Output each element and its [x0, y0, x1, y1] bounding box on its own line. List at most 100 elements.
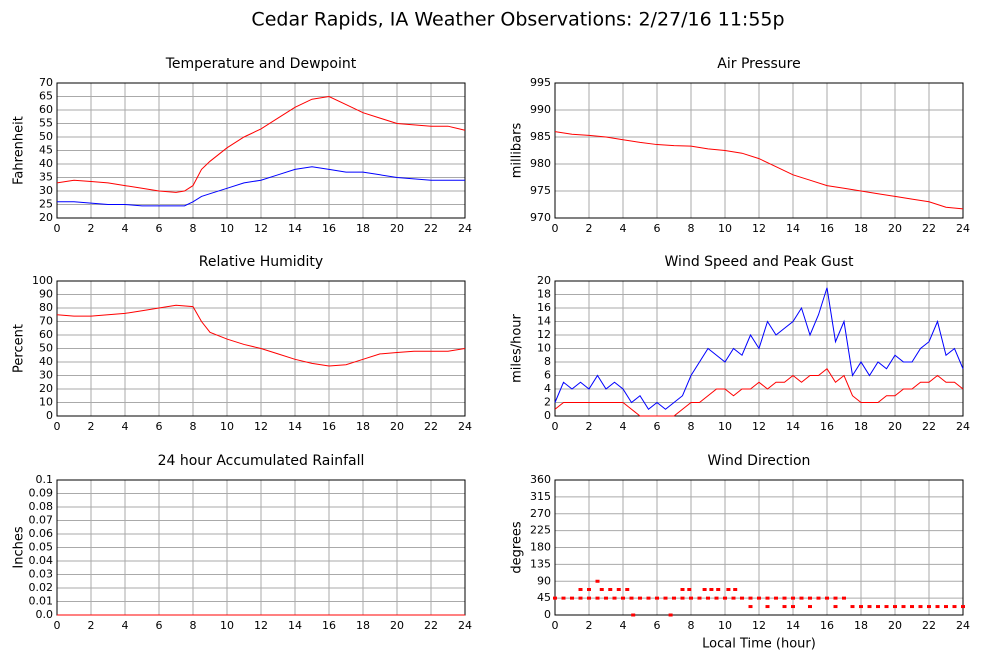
data-point	[935, 605, 940, 609]
data-point	[655, 596, 659, 600]
data-point	[646, 596, 651, 600]
y-tick-label: 45	[537, 591, 551, 604]
data-point	[782, 605, 787, 609]
x-tick-label: 10	[718, 619, 732, 632]
x-tick-label: 22	[424, 222, 438, 235]
x-tick-label: 20	[888, 420, 902, 433]
x-tick-label: 14	[786, 420, 800, 433]
data-point	[748, 596, 753, 600]
x-tick-label: 12	[752, 222, 766, 235]
data-line	[56, 304, 466, 367]
x-tick-label: 8	[688, 222, 695, 235]
data-point	[791, 605, 795, 609]
x-tick-label: 0	[552, 619, 559, 632]
y-tick-label: 50	[39, 342, 53, 355]
x-tick-label: 20	[888, 222, 902, 235]
data-point	[757, 596, 761, 600]
x-tick-label: 0	[54, 619, 61, 632]
x-tick-label: 24	[956, 222, 970, 235]
data-point	[726, 588, 731, 591]
y-tick-label: 0.06	[29, 527, 54, 540]
panel-title: Temperature and Dewpoint	[165, 56, 357, 72]
y-axis-label: Inches	[12, 526, 27, 568]
y-tick-label: 980	[530, 157, 551, 170]
data-point	[616, 588, 621, 591]
data-point	[833, 605, 838, 609]
data-point	[709, 588, 714, 591]
y-tick-label: 995	[530, 76, 551, 89]
y-tick-label: 55	[39, 117, 53, 130]
panel-title: Relative Humidity	[199, 254, 323, 270]
y-tick-label: 20	[39, 211, 53, 224]
x-tick-label: 2	[586, 420, 593, 433]
y-axis-label: Percent	[12, 324, 27, 373]
data-point	[918, 605, 923, 609]
data-point	[774, 596, 778, 600]
data-line	[56, 95, 466, 193]
data-point	[612, 596, 617, 600]
x-tick-label: 22	[424, 420, 438, 433]
x-tick-label: 16	[820, 222, 834, 235]
y-tick-label: 0.1	[36, 473, 54, 486]
x-tick-label: 18	[854, 222, 868, 235]
y-tick-label: 315	[530, 490, 551, 503]
y-tick-label: 12	[537, 328, 551, 341]
data-point	[561, 596, 566, 600]
x-tick-label: 24	[458, 222, 472, 235]
y-tick-label: 10	[537, 342, 551, 355]
y-tick-label: 970	[530, 211, 551, 224]
x-tick-label: 18	[854, 420, 868, 433]
page-title: Cedar Rapids, IA Weather Observations: 2…	[251, 9, 784, 31]
y-tick-label: 0.0	[36, 608, 54, 621]
y-tick-label: 0.02	[29, 581, 54, 594]
x-tick-label: 22	[424, 619, 438, 632]
data-point	[604, 596, 608, 600]
x-tick-label: 16	[820, 420, 834, 433]
x-tick-label: 10	[718, 420, 732, 433]
x-tick-label: 2	[586, 222, 593, 235]
data-point	[625, 588, 630, 591]
data-point	[842, 596, 846, 600]
data-point	[927, 605, 931, 609]
data-point	[765, 605, 770, 609]
y-tick-label: 0.05	[29, 541, 54, 554]
x-tick-label: 12	[752, 420, 766, 433]
data-point	[672, 596, 676, 600]
x-tick-label: 22	[922, 420, 936, 433]
y-tick-label: 25	[39, 198, 53, 211]
data-point	[816, 596, 821, 600]
x-tick-label: 8	[190, 619, 197, 632]
data-point	[680, 588, 685, 591]
data-point	[791, 596, 795, 600]
data-point	[587, 588, 591, 591]
x-tick-label: 8	[190, 420, 197, 433]
x-tick-label: 0	[54, 420, 61, 433]
x-tick-label: 24	[458, 619, 472, 632]
y-tick-label: 35	[39, 171, 53, 184]
y-tick-label: 180	[530, 541, 551, 554]
x-tick-label: 6	[156, 619, 163, 632]
y-tick-label: 360	[530, 473, 551, 486]
data-point	[893, 605, 897, 609]
data-point	[553, 596, 557, 600]
x-tick-label: 18	[356, 420, 370, 433]
data-point	[587, 596, 591, 600]
y-tick-label: 225	[530, 524, 551, 537]
y-axis-label: Fahrenheit	[12, 116, 27, 185]
panel-title: Wind Direction	[708, 453, 811, 469]
y-tick-label: 0	[544, 608, 551, 621]
x-tick-label: 8	[688, 420, 695, 433]
x-tick-label: 8	[190, 222, 197, 235]
data-point	[799, 596, 804, 600]
data-point	[731, 596, 736, 600]
x-tick-label: 4	[620, 619, 627, 632]
data-point	[570, 596, 574, 600]
y-tick-label: 16	[537, 301, 551, 314]
x-tick-label: 22	[922, 619, 936, 632]
y-tick-label: 80	[39, 301, 53, 314]
data-point	[595, 596, 600, 600]
y-tick-label: 8	[544, 355, 551, 368]
x-tick-label: 4	[122, 420, 129, 433]
x-tick-label: 6	[156, 420, 163, 433]
data-point	[733, 588, 738, 591]
